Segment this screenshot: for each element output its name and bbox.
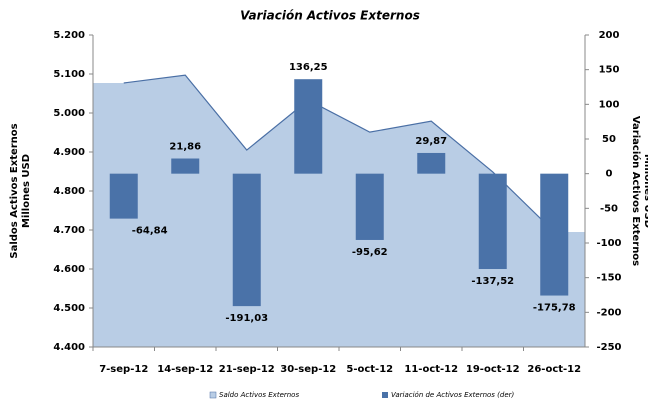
legend-label: Variación de Activos Externos (der) (391, 391, 515, 399)
data-label: -95,62 (352, 247, 388, 258)
bar (171, 158, 200, 174)
y2-tick-label: 100 (599, 99, 620, 110)
bar (355, 173, 384, 240)
axis-title: Millones USD (642, 154, 648, 228)
y-tick-label: 4.600 (53, 264, 85, 275)
y2-tick-label: -150 (596, 273, 621, 284)
bar (478, 173, 507, 270)
y-tick-label: 4.400 (53, 342, 85, 353)
legend-swatch (382, 392, 388, 398)
y-tick-label: 5.200 (53, 30, 85, 41)
y2-tick-label: -250 (596, 342, 621, 353)
axis-title: Millones USD (21, 154, 32, 228)
y2-tick-label: 150 (599, 65, 620, 76)
x-tick-label: 21-sep-12 (219, 364, 275, 375)
data-label: -191,03 (225, 313, 268, 324)
bar (109, 173, 138, 219)
data-label: -64,84 (132, 226, 168, 237)
data-label: -137,52 (471, 276, 514, 287)
data-label: 21,86 (169, 142, 201, 153)
chart-title: Variación Activos Externos (240, 9, 420, 23)
axis-title: Saldos Activos Externos (9, 123, 20, 258)
area (93, 75, 585, 348)
x-tick-label: 14-sep-12 (157, 364, 213, 375)
y2-tick-label: 0 (606, 169, 613, 180)
bar (540, 173, 569, 296)
x-tick-label: 30-sep-12 (280, 364, 336, 375)
x-tick-label: 7-sep-12 (99, 364, 148, 375)
y-tick-label: 5.000 (53, 108, 85, 119)
bar (294, 79, 323, 174)
x-tick-label: 19-oct-12 (466, 364, 520, 375)
y2-tick-label: -50 (600, 203, 618, 214)
y2-tick-label: 50 (602, 134, 616, 145)
data-label: 136,25 (289, 62, 328, 73)
data-label: 29,87 (415, 136, 447, 147)
legend-swatch (209, 391, 217, 399)
y2-tick-label: 200 (599, 30, 620, 41)
y-tick-label: 5.100 (53, 69, 85, 80)
y2-tick-label: -200 (596, 307, 621, 318)
y-tick-label: 4.500 (53, 303, 85, 314)
y-tick-label: 4.700 (53, 225, 85, 236)
area-line (123, 74, 555, 233)
x-tick-label: 26-oct-12 (527, 364, 581, 375)
legend-label: Saldo Activos Externos (219, 391, 299, 399)
y-tick-label: 4.900 (53, 147, 85, 158)
y-tick-label: 4.800 (53, 186, 85, 197)
y2-tick-label: -100 (596, 238, 621, 249)
data-label: -175,78 (533, 303, 576, 314)
axis-title: Variación Activos Externos (630, 116, 642, 266)
x-tick-label: 11-oct-12 (404, 364, 458, 375)
bar (417, 152, 446, 174)
bar (232, 173, 261, 307)
x-tick-label: 5-oct-12 (346, 364, 393, 375)
